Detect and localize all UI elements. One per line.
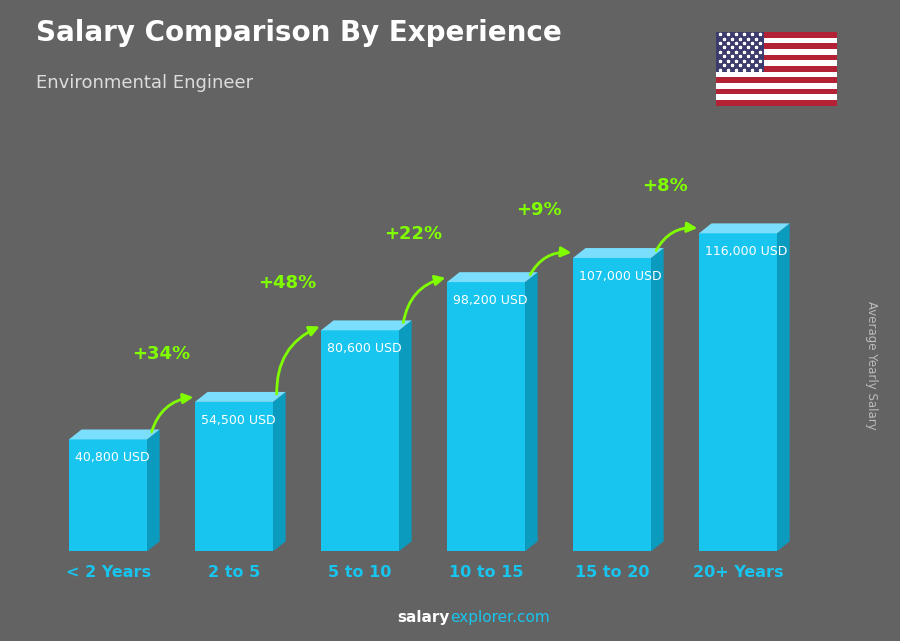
Text: 98,200 USD: 98,200 USD (454, 294, 527, 307)
Bar (716, 66, 837, 72)
Polygon shape (447, 282, 525, 551)
Text: Salary Comparison By Experience: Salary Comparison By Experience (36, 19, 562, 47)
Polygon shape (273, 392, 285, 551)
Text: explorer.com: explorer.com (450, 610, 550, 625)
Polygon shape (699, 233, 777, 551)
Polygon shape (525, 272, 537, 551)
Bar (716, 49, 837, 54)
Bar (716, 32, 764, 72)
Polygon shape (573, 248, 663, 258)
Polygon shape (651, 248, 663, 551)
Bar (716, 32, 837, 38)
Polygon shape (447, 272, 537, 282)
Bar (716, 44, 837, 49)
Text: +8%: +8% (642, 176, 688, 195)
Text: 80,600 USD: 80,600 USD (328, 342, 401, 355)
Text: 107,000 USD: 107,000 USD (580, 270, 662, 283)
Text: 54,500 USD: 54,500 USD (202, 414, 275, 427)
Text: 116,000 USD: 116,000 USD (706, 246, 788, 258)
Polygon shape (777, 223, 789, 551)
Bar (716, 100, 837, 106)
Polygon shape (69, 440, 147, 551)
Bar (716, 88, 837, 94)
Text: Environmental Engineer: Environmental Engineer (36, 74, 253, 92)
Text: Average Yearly Salary: Average Yearly Salary (865, 301, 878, 429)
Polygon shape (321, 330, 399, 551)
Text: +34%: +34% (132, 345, 190, 363)
Bar (716, 60, 837, 66)
Polygon shape (69, 429, 159, 440)
Bar (716, 78, 837, 83)
Polygon shape (195, 402, 273, 551)
Polygon shape (195, 392, 285, 402)
Polygon shape (573, 258, 651, 551)
Bar (716, 94, 837, 100)
Bar (716, 54, 837, 60)
Text: 40,800 USD: 40,800 USD (76, 451, 149, 464)
Polygon shape (147, 429, 159, 551)
Text: +48%: +48% (257, 274, 316, 292)
Polygon shape (321, 320, 411, 330)
Bar (716, 38, 837, 44)
Polygon shape (699, 223, 789, 233)
Text: +22%: +22% (384, 226, 442, 244)
Bar (716, 83, 837, 88)
Polygon shape (399, 320, 411, 551)
Bar (716, 72, 837, 78)
Text: salary: salary (398, 610, 450, 625)
Text: +9%: +9% (516, 201, 562, 219)
